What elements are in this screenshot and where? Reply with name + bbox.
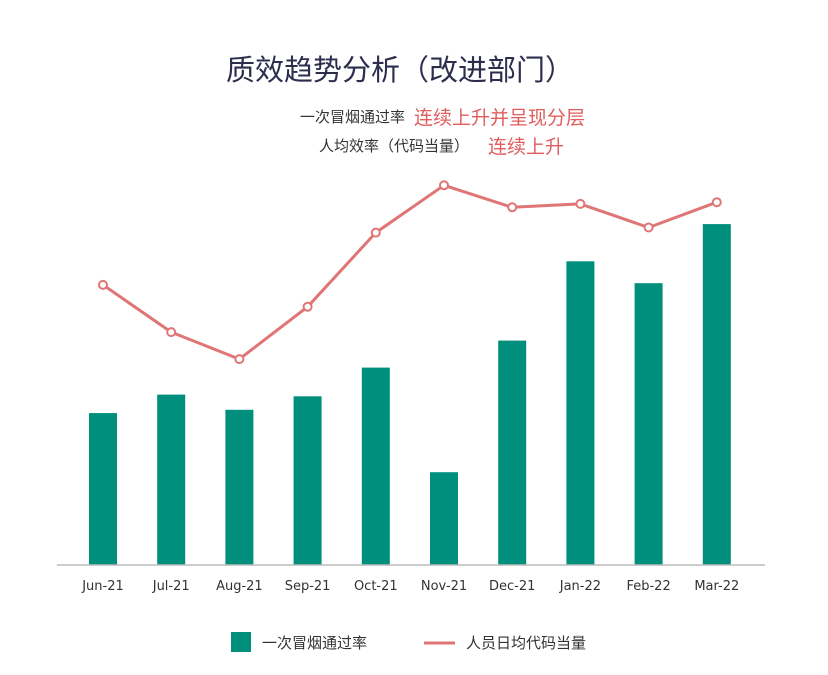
- x-tick-label: Jan-22: [559, 579, 601, 594]
- bar-feb-22: [634, 283, 663, 565]
- line-point-jul-21: [166, 327, 177, 338]
- x-tick-label: Aug-21: [216, 579, 263, 594]
- line-point-jun-21: [98, 279, 108, 290]
- annotation-1-value: 连续上升并呈现分层: [414, 107, 585, 129]
- line-point-mar-22: [711, 197, 722, 208]
- line-point-aug-21: [234, 354, 245, 365]
- line-point-dec-21: [507, 202, 518, 213]
- line-point-feb-22: [643, 222, 654, 233]
- annotation-2-label: 人均效率（代码当量）: [319, 137, 469, 155]
- x-tick-labels: Jun-21 Jul-21 Aug-21 Sep-21 Oct-21 Nov-21 Dec-…: [81, 579, 739, 594]
- legend-swatch-bar: [231, 632, 251, 652]
- bar-jul-21: [157, 394, 186, 565]
- bars-layer: [89, 224, 731, 566]
- legend-label-bar: 一次冒烟通过率: [262, 634, 367, 652]
- line-point-oct-21: [370, 227, 381, 238]
- x-tick-label: Oct-21: [354, 579, 398, 594]
- line-point-jan-22: [575, 198, 586, 209]
- legend: 一次冒烟通过率 人员日均代码当量: [231, 632, 586, 652]
- annotation-2-value: 连续上升: [488, 136, 564, 158]
- bar-dec-21: [498, 340, 527, 565]
- line-points-layer: [98, 180, 722, 365]
- bar-sep-21: [293, 396, 322, 566]
- x-tick-label: Nov-21: [421, 579, 467, 594]
- bar-oct-21: [361, 367, 390, 565]
- annotation-1-label: 一次冒烟通过率: [300, 108, 405, 126]
- x-tick-label: Feb-22: [626, 579, 670, 594]
- line-point-sep-21: [302, 301, 313, 312]
- x-tick-label: Jun-21: [81, 579, 124, 594]
- legend-label-line: 人员日均代码当量: [466, 634, 586, 652]
- x-tick-label: Sep-21: [285, 579, 331, 594]
- series-line-efficiency: [102, 183, 718, 361]
- x-tick-label: Mar-22: [694, 579, 739, 594]
- chart-title: 质效趋势分析（改进部门）: [226, 53, 574, 87]
- bar-nov-21: [430, 472, 458, 565]
- line-point-nov-21: [439, 180, 449, 191]
- bar-aug-21: [225, 409, 254, 566]
- bar-mar-22: [702, 224, 731, 565]
- bar-jan-22: [566, 261, 595, 566]
- x-tick-label: Dec-21: [489, 579, 535, 594]
- bar-jun-21: [89, 413, 117, 565]
- x-tick-label: Jul-21: [152, 579, 190, 594]
